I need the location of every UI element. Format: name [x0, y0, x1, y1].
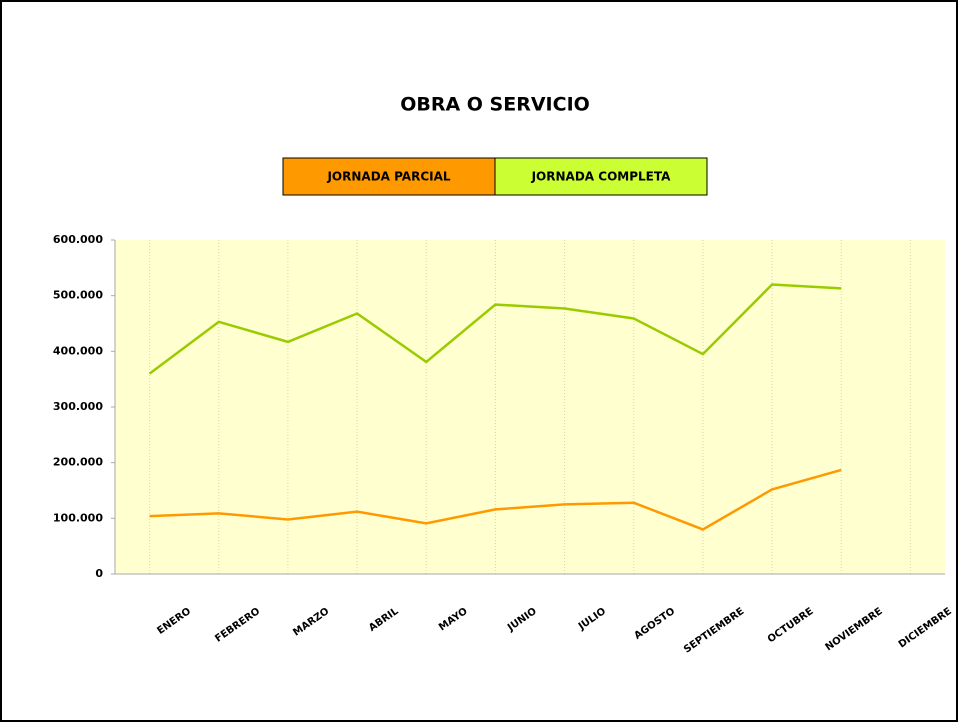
- y-tick-label: 500.000: [53, 289, 103, 302]
- series-line: [148, 283, 842, 375]
- y-tick-label: 300.000: [53, 400, 103, 413]
- y-tick-label: 400.000: [53, 344, 103, 357]
- y-tick-label: 100.000: [53, 511, 103, 524]
- y-tick-label: 600.000: [53, 233, 103, 246]
- chart-title: OBRA O SERVICIO: [400, 94, 590, 116]
- legend-swatch: [494, 157, 708, 196]
- legend-swatch: [282, 157, 496, 196]
- legend-label: JORNADA COMPLETA: [531, 170, 672, 184]
- legend-label: JORNADA PARCIAL: [326, 170, 450, 184]
- plot-area: [115, 240, 945, 574]
- y-tick-label: 200.000: [53, 456, 103, 469]
- y-tick-label: 0: [95, 567, 103, 580]
- series-line: [149, 468, 842, 531]
